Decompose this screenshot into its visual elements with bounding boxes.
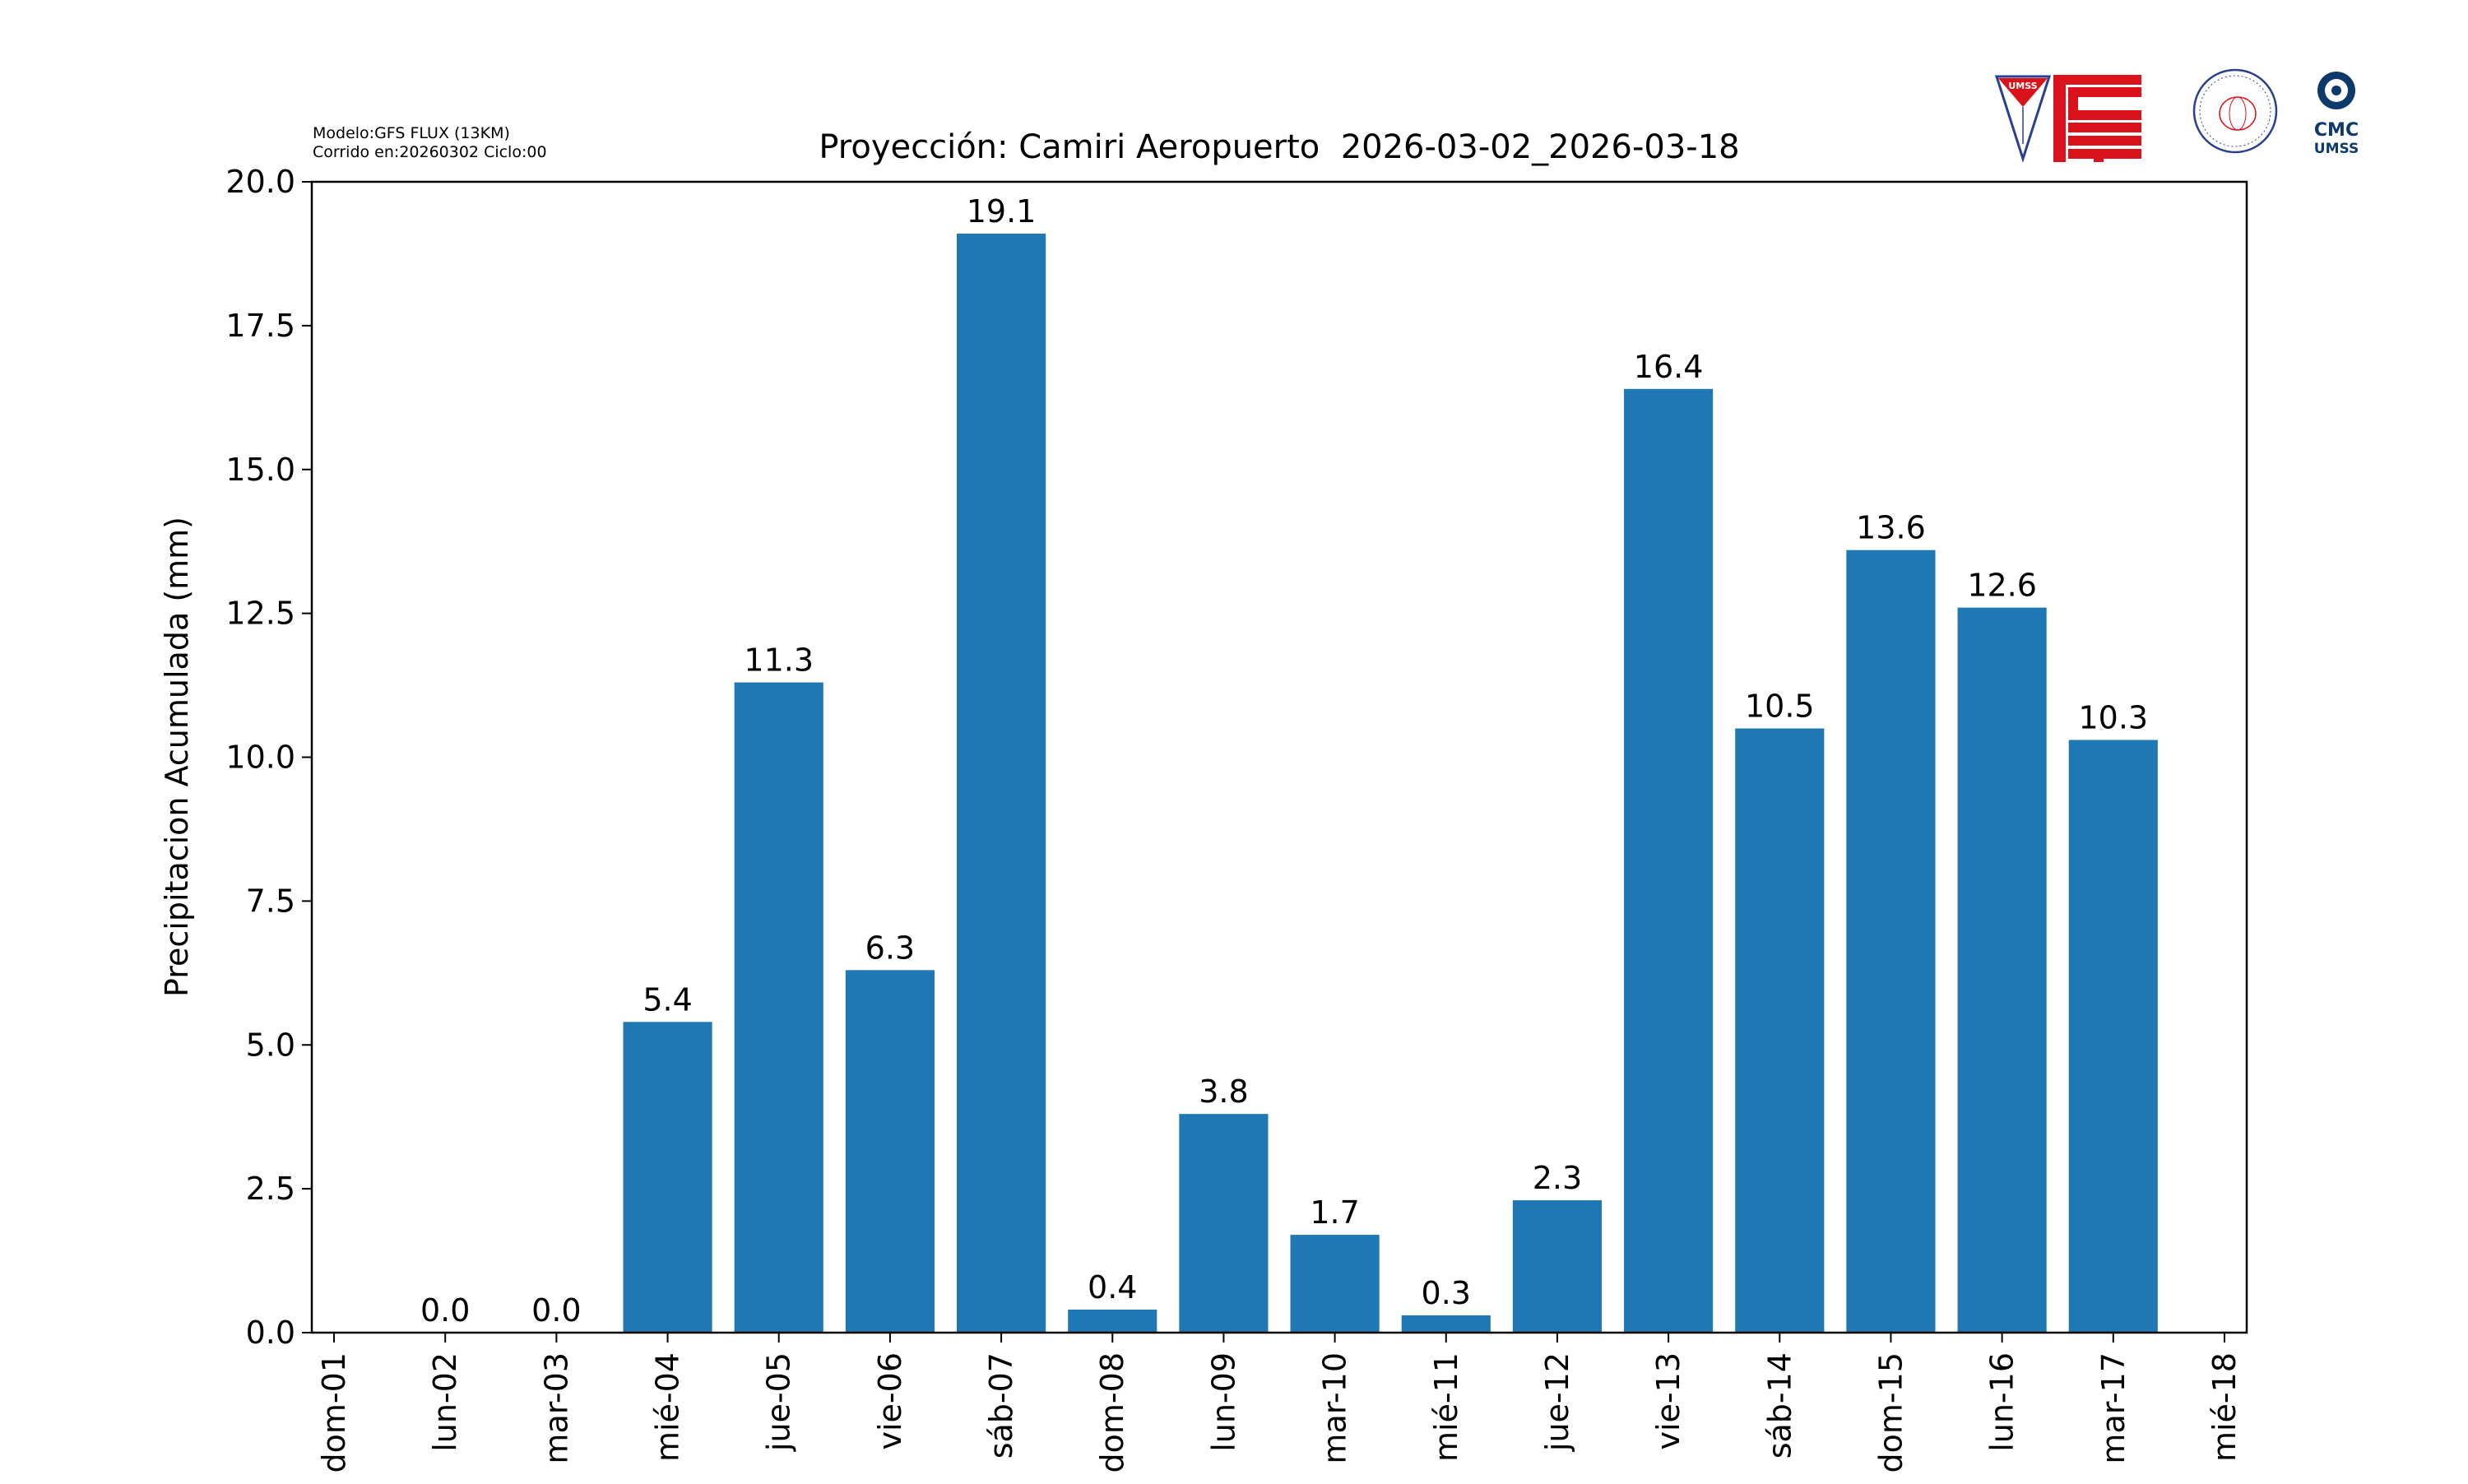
x-tick-label: mar-17	[2095, 1352, 2132, 1464]
bar-value-label: 2.3	[1533, 1160, 1582, 1196]
y-axis-label: Precipitacion Acumulada (mm)	[159, 517, 195, 997]
cmc-umss-logo: CMC UMSS	[2314, 72, 2359, 157]
bar-sáb-07	[957, 233, 1046, 1333]
bar-value-label: 0.0	[420, 1292, 470, 1329]
y-tick-label: 10.0	[225, 740, 295, 776]
x-tick-label: jue-12	[1539, 1352, 1575, 1452]
model-info-line1: Modelo:GFS FLUX (13KM)	[313, 124, 510, 142]
x-tick-label: dom-15	[1872, 1352, 1909, 1472]
bar-vie-13	[1624, 388, 1714, 1333]
x-tick-label: mié-04	[650, 1352, 686, 1462]
x-axis-ticks: dom-01 lun-02 mar-03 mié-04 jue-05 vie-06 sáb-…	[316, 1333, 2243, 1472]
model-info-line2: Corrido en:20260302 Ciclo:00	[313, 143, 547, 161]
x-tick-label: dom-01	[316, 1352, 352, 1472]
bar-value-label: 11.3	[744, 642, 814, 679]
y-tick-label: 5.0	[246, 1027, 295, 1063]
bar-mié-04	[623, 1022, 712, 1333]
cmc-logo-text: CMC	[2314, 120, 2359, 141]
x-tick-label: lun-02	[427, 1352, 463, 1452]
bar-value-label: 3.8	[1199, 1074, 1248, 1110]
bar-value-label: 0.0	[531, 1292, 581, 1329]
fcyt-logo	[2053, 75, 2141, 162]
bar-mié-11	[1401, 1315, 1491, 1333]
y-tick-label: 2.5	[246, 1171, 295, 1207]
chart-title: Proyección: Camiri Aeropuerto 2026-03-02…	[819, 128, 1739, 166]
bar-sáb-14	[1735, 728, 1825, 1333]
x-tick-label: mié-18	[2206, 1352, 2243, 1462]
x-tick-label: sáb-07	[983, 1352, 1019, 1458]
x-tick-label: sáb-14	[1761, 1352, 1798, 1458]
y-tick-label: 0.0	[246, 1315, 295, 1351]
umss-logo: UMSS	[1994, 75, 2052, 163]
x-tick-label: dom-08	[1094, 1352, 1130, 1472]
bar-value-label: 19.1	[967, 193, 1037, 230]
bar-lun-09	[1179, 1114, 1269, 1333]
x-tick-label: mié-11	[1428, 1352, 1464, 1462]
departamento-fisica-logo	[2192, 68, 2278, 154]
x-tick-label: lun-09	[1205, 1352, 1241, 1452]
bar-value-label: 0.3	[1422, 1275, 1471, 1311]
bar-value-label: 0.4	[1088, 1269, 1137, 1305]
umss-logo-text: UMSS	[2314, 141, 2359, 157]
x-tick-label: mar-10	[1317, 1352, 1353, 1464]
bar-value-label: 12.6	[1967, 568, 2037, 604]
bar-value-label: 16.4	[1634, 349, 1704, 385]
bar-dom-08	[1068, 1310, 1157, 1333]
bar-jue-05	[734, 682, 823, 1333]
svg-text:UMSS: UMSS	[2008, 81, 2037, 91]
x-tick-label: vie-13	[1650, 1352, 1686, 1450]
bar-value-label: 10.3	[2078, 700, 2148, 736]
bar-mar-10	[1290, 1235, 1380, 1333]
y-tick-label: 20.0	[225, 164, 295, 200]
bar-jue-12	[1512, 1200, 1602, 1333]
bar-vie-06	[845, 970, 935, 1333]
bar-value-label: 13.6	[1856, 510, 1926, 546]
y-tick-label: 15.0	[225, 452, 295, 488]
bar-value-label: 1.7	[1310, 1194, 1359, 1231]
y-tick-label: 7.5	[246, 883, 295, 919]
y-axis-ticks: 0.0 2.5 5.0 7.5 10.0 12.5 15.0 17.5 20.0	[225, 164, 312, 1351]
bar-value-label: 10.5	[1745, 689, 1815, 725]
bar-mar-17	[2068, 740, 2158, 1333]
bar-labels-group: 0.0 0.0 5.4 11.3 6.3 19.1 0.4 3.8 1.7 0.3 2.3 16.4 1…	[420, 193, 2148, 1329]
plot-frame	[310, 180, 2248, 1334]
bar-dom-15	[1846, 550, 1936, 1333]
x-tick-label: lun-16	[1984, 1352, 2020, 1452]
x-tick-label: mar-03	[538, 1352, 574, 1464]
bars-group	[623, 233, 2158, 1333]
y-tick-label: 17.5	[225, 308, 295, 344]
bar-lun-16	[1957, 607, 2047, 1333]
x-tick-label: jue-05	[761, 1352, 797, 1452]
bar-value-label: 5.4	[643, 981, 692, 1018]
bar-value-label: 6.3	[865, 930, 915, 966]
y-tick-label: 12.5	[225, 596, 295, 632]
x-tick-label: vie-06	[872, 1352, 908, 1450]
